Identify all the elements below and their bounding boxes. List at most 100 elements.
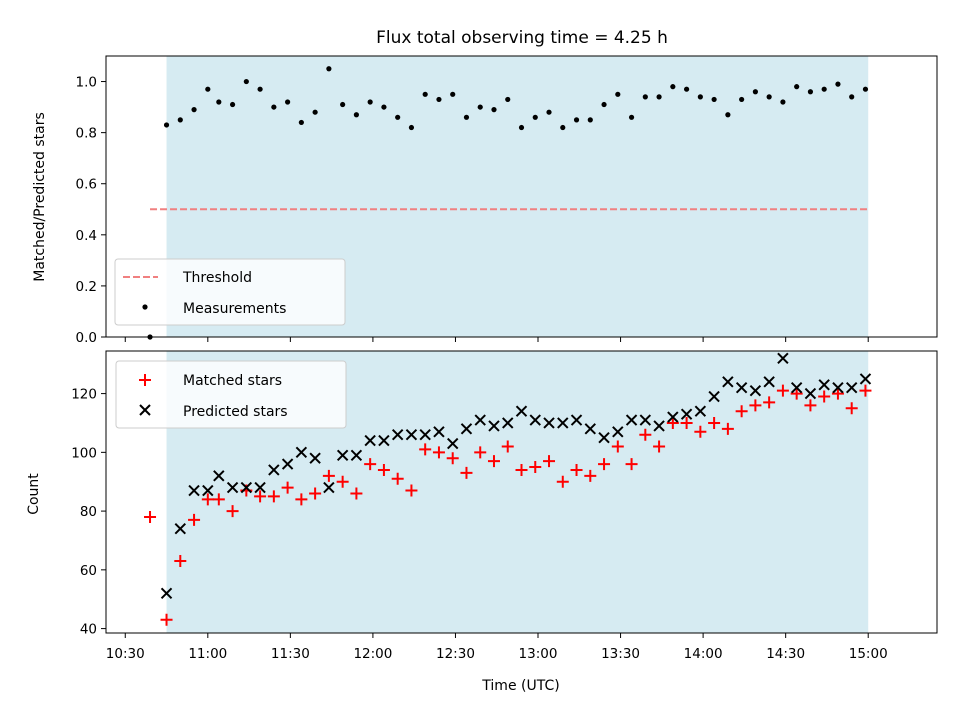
predicted-star-point: [405, 429, 418, 441]
count-legend-box: [115, 360, 347, 429]
matched-star-point: [529, 461, 542, 474]
predicted-star-point: [543, 417, 555, 429]
predicted-star-point: [653, 420, 665, 432]
predicted-star-point: [598, 431, 610, 444]
measurement-point: [518, 124, 525, 131]
matched-star-point: [584, 469, 597, 482]
matched-star-point: [160, 613, 173, 626]
measurement-point: [683, 86, 690, 92]
measurement-point: [353, 112, 360, 118]
matched-star-point: [144, 510, 157, 523]
matched-star-point: [680, 416, 693, 429]
matched-star-point: [625, 458, 638, 471]
matched-stars-legend-swatch: [139, 374, 151, 386]
predicted-star-point: [419, 429, 431, 441]
measurement-point: [505, 96, 511, 103]
predicted-star-point: [240, 481, 253, 494]
matched-star-point: [212, 493, 225, 506]
predicted-star-point: [160, 587, 173, 600]
measurement-point: [628, 114, 635, 120]
measurement-point: [821, 86, 827, 92]
predicted-stars-legend-swatch: [139, 404, 151, 416]
measurement-point: [491, 107, 497, 113]
matched-star-point: [254, 490, 267, 503]
matched-star-point: [694, 425, 707, 438]
predicted-star-point: [213, 470, 225, 482]
predicted-star-point: [323, 481, 335, 494]
measurement-point: [422, 91, 428, 97]
predicted-star-point: [584, 423, 596, 435]
measurements-legend-swatch: [142, 304, 148, 310]
measurement-point: [849, 94, 855, 100]
measurement-point: [395, 114, 401, 120]
bottom-y-axis-label: Count: [26, 473, 42, 515]
count-x-tick-label: 13:30: [601, 646, 640, 662]
matched-star-point: [708, 416, 721, 429]
measurement-point: [326, 66, 332, 72]
predicted-star-point: [364, 434, 376, 447]
predicted-star-point: [188, 484, 200, 497]
matched-star-point: [309, 487, 322, 500]
predicted-star-point: [639, 414, 652, 426]
matched-star-point: [336, 475, 349, 488]
measurement-point: [463, 114, 470, 120]
matched-star-point: [831, 387, 844, 400]
predicted-star-point: [749, 384, 762, 397]
predicted-star-point: [281, 458, 294, 470]
measurement-point: [163, 122, 170, 128]
measurement-point: [257, 86, 263, 92]
measurement-point: [642, 94, 648, 100]
measurement-point: [766, 94, 772, 100]
matched-star-point: [377, 463, 390, 476]
ratio-y-tick-label: 0.4: [76, 228, 97, 244]
count-x-tick-label: 10:30: [106, 646, 145, 662]
predicted-star-point: [763, 376, 775, 388]
x-axis-label: Time (UTC): [481, 678, 559, 694]
measurement-point: [615, 91, 621, 97]
measurement-point: [216, 99, 222, 105]
measurement-point: [752, 89, 758, 95]
predicted-star-point: [804, 387, 817, 400]
measurement-point: [450, 91, 456, 97]
predicted-star-point: [350, 449, 363, 461]
matched-star-point: [405, 484, 418, 497]
matched-star-point: [776, 384, 789, 397]
measurement-point: [573, 117, 580, 123]
measurement-point: [601, 101, 607, 108]
matched-star-point: [556, 475, 569, 488]
predicted-star-point: [859, 373, 872, 385]
measurement-point: [340, 101, 346, 108]
predicted-star-point: [529, 414, 541, 426]
matched-star-point: [201, 493, 214, 506]
matched-star-point: [598, 458, 611, 471]
predicted-star-point: [378, 434, 390, 447]
matched-star-point: [749, 399, 762, 412]
measurement-point: [191, 107, 197, 113]
count-y-tick-label: 120: [71, 387, 97, 403]
measurement-point: [205, 86, 211, 92]
count-x-tick-label: 11:00: [188, 646, 227, 662]
matched-star-point: [763, 396, 776, 409]
threshold-legend-label: Threshold: [182, 270, 252, 286]
predicted-star-point: [309, 452, 321, 464]
chart-title: Flux total observing time = 4.25 h: [376, 28, 668, 48]
count-plot-frame: [105, 350, 938, 634]
matched-star-point: [174, 555, 187, 568]
matched-star-point: [735, 405, 748, 418]
predicted-star-point: [570, 414, 583, 426]
matched-star-point: [322, 469, 335, 482]
measurement-point: [285, 99, 291, 105]
measurement-point: [229, 101, 236, 108]
count-y-tick-label: 100: [71, 445, 97, 461]
matched-star-point: [639, 428, 652, 441]
ratio-legend-box: [114, 258, 346, 326]
count-x-tick-label: 14:30: [766, 646, 805, 662]
measurement-point: [807, 89, 814, 95]
count-y-tick-label: 60: [80, 563, 97, 579]
predicted-star-point: [488, 420, 500, 432]
measurement-point: [147, 334, 153, 340]
matched-star-point: [790, 387, 803, 400]
measurement-point: [408, 124, 415, 131]
matched-star-point: [818, 390, 831, 403]
measurements-legend-label: Measurements: [183, 301, 286, 317]
